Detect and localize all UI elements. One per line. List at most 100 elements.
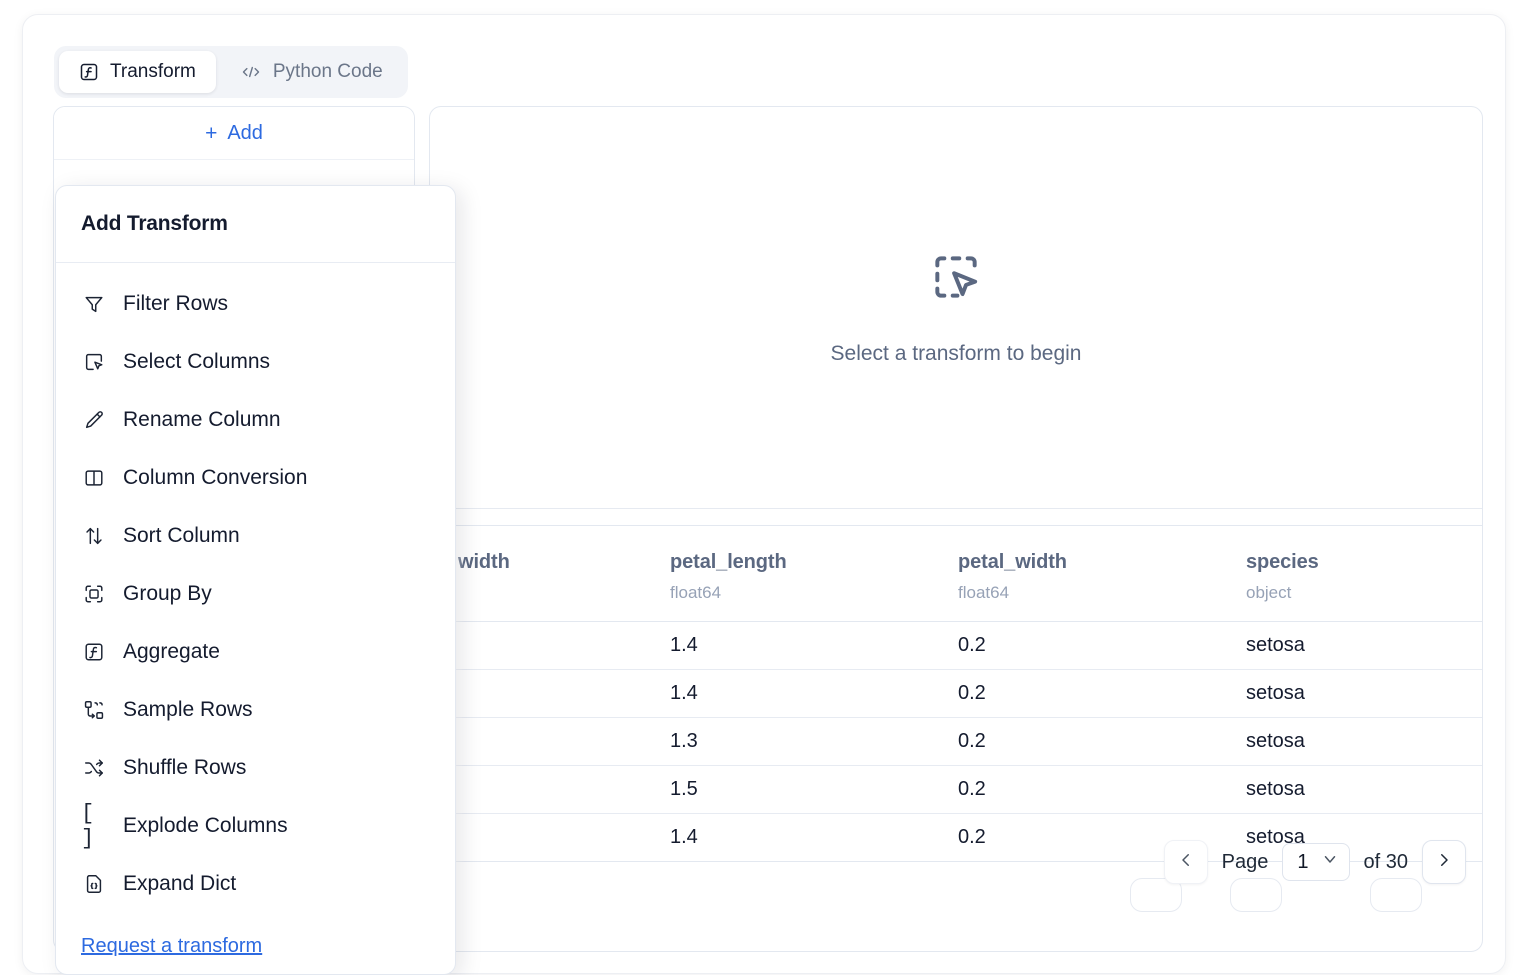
column-name: petal_length <box>670 551 787 573</box>
next-page-button[interactable] <box>1422 840 1466 884</box>
menu-item-rename-column[interactable]: Rename Column <box>56 391 455 449</box>
table-cell <box>432 669 644 718</box>
table-body: 1.4 0.2 setosa 1.4 0.2 setosa 1.3 <box>432 621 1482 861</box>
code-brackets-icon <box>240 62 262 82</box>
table-row[interactable]: 1.3 0.2 setosa <box>432 717 1482 766</box>
table-cell: 0.2 <box>932 621 1220 670</box>
menu-item-filter-rows[interactable]: Filter Rows <box>56 275 455 333</box>
function-icon <box>81 640 106 665</box>
transform-app-card: Transform Python Code + Add <box>22 14 1506 975</box>
columns-icon <box>81 466 106 491</box>
pencil-icon <box>81 408 106 433</box>
menu-item-aggregate[interactable]: Aggregate <box>56 623 455 681</box>
page-select[interactable]: 1 <box>1282 843 1350 881</box>
sample-rows-icon <box>81 698 106 723</box>
table-row[interactable]: 1.5 0.2 setosa <box>432 765 1482 814</box>
add-transform-menu-footer: Request a transform <box>56 935 455 974</box>
menu-item-column-conversion[interactable]: Column Conversion <box>56 449 455 507</box>
tab-python-code[interactable]: Python Code <box>220 51 403 93</box>
shuffle-icon <box>81 756 106 781</box>
table-cell <box>432 765 644 814</box>
table-column-header[interactable]: petal_length float64 <box>644 526 932 622</box>
table-cell: 1.3 <box>644 717 932 766</box>
menu-item-explode-columns[interactable]: [ ] Explode Columns <box>56 797 455 855</box>
tab-transform[interactable]: Transform <box>59 51 216 93</box>
menu-item-label: Rename Column <box>123 408 281 431</box>
table-cell: setosa <box>1220 765 1482 814</box>
table-cell: 1.5 <box>644 765 932 814</box>
column-name: species <box>1246 551 1319 573</box>
table-header-row: width petal_length float64 petal_width f… <box>432 526 1482 622</box>
add-transform-menu-list: Filter Rows Select Columns <box>56 263 455 913</box>
table-cell: 0.2 <box>932 669 1220 718</box>
tab-python-code-label: Python Code <box>272 61 383 82</box>
page-select-value: 1 <box>1297 850 1309 873</box>
menu-item-label: Sample Rows <box>123 698 253 721</box>
table-column-header[interactable]: petal_width float64 <box>932 526 1220 622</box>
data-table-container[interactable]: width petal_length float64 petal_width f… <box>431 525 1482 862</box>
table-cell: setosa <box>1220 669 1482 718</box>
menu-item-group-by[interactable]: Group By <box>56 565 455 623</box>
add-transform-menu: Add Transform Filter Rows Selec <box>55 185 456 975</box>
file-braces-icon <box>81 872 106 897</box>
table-cell: 0.2 <box>932 765 1220 814</box>
empty-state-text: Select a transform to begin <box>830 342 1082 365</box>
square-brackets-icon: [ ] <box>81 801 94 851</box>
column-type: float64 <box>670 583 722 602</box>
pagination: Page 1 of 30 <box>1163 840 1466 884</box>
table-cell <box>432 621 644 670</box>
menu-item-label: Select Columns <box>123 350 271 373</box>
chevron-down-icon <box>1321 850 1339 874</box>
peek-chip <box>1370 878 1422 912</box>
page-total-label: of 30 <box>1363 850 1408 873</box>
table-column-header[interactable]: width <box>432 526 644 622</box>
menu-item-label: Aggregate <box>123 640 220 663</box>
data-preview: width petal_length float64 petal_width f… <box>430 510 1482 912</box>
selection-cursor-icon <box>928 249 984 310</box>
column-name: width <box>458 551 510 573</box>
add-transform-label: Add <box>227 121 263 144</box>
menu-item-select-columns[interactable]: Select Columns <box>56 333 455 391</box>
plus-icon: + <box>205 121 218 145</box>
table-column-header[interactable]: species object <box>1220 526 1482 622</box>
table-row[interactable]: 1.4 0.2 setosa <box>432 621 1482 670</box>
menu-item-shuffle-rows[interactable]: Shuffle Rows <box>56 739 455 797</box>
peek-chip <box>1230 878 1282 912</box>
menu-item-label: Explode Columns <box>123 814 288 837</box>
table-cell: 1.4 <box>644 669 932 718</box>
table-cell: 1.4 <box>644 813 932 861</box>
transform-detail-panel: Select a transform to begin width <box>429 106 1483 952</box>
group-frame-icon <box>81 582 106 607</box>
function-icon <box>79 62 99 82</box>
menu-item-label: Shuffle Rows <box>123 756 247 779</box>
empty-state: Select a transform to begin <box>430 107 1482 509</box>
menu-item-label: Expand Dict <box>123 872 237 895</box>
chevron-right-icon <box>1435 851 1453 874</box>
menu-item-label: Sort Column <box>123 524 240 547</box>
add-transform-button[interactable]: + Add <box>54 107 414 160</box>
data-table: width petal_length float64 petal_width f… <box>432 526 1482 861</box>
chevron-left-icon <box>1177 851 1195 874</box>
add-transform-menu-header: Add Transform <box>56 186 455 263</box>
menu-item-sort-column[interactable]: Sort Column <box>56 507 455 565</box>
sort-arrows-icon <box>81 524 106 549</box>
view-tabbar: Transform Python Code <box>54 46 408 98</box>
table-cell <box>432 813 644 861</box>
funnel-icon <box>81 292 106 317</box>
select-cursor-icon <box>81 350 106 375</box>
column-type: object <box>1246 583 1292 602</box>
table-row[interactable]: 1.4 0.2 setosa <box>432 669 1482 718</box>
page-label: Page <box>1221 850 1269 873</box>
column-name: petal_width <box>958 551 1067 573</box>
tab-transform-label: Transform <box>110 61 196 82</box>
request-a-transform-link[interactable]: Request a transform <box>81 935 263 957</box>
menu-item-label: Group By <box>123 582 212 605</box>
menu-item-label: Column Conversion <box>123 466 308 489</box>
menu-item-expand-dict[interactable]: Expand Dict <box>56 855 455 913</box>
table-cell: setosa <box>1220 621 1482 670</box>
menu-item-label: Filter Rows <box>123 292 229 315</box>
menu-item-sample-rows[interactable]: Sample Rows <box>56 681 455 739</box>
table-cell: 1.4 <box>644 621 932 670</box>
table-cell: setosa <box>1220 717 1482 766</box>
prev-page-button[interactable] <box>1163 840 1208 884</box>
